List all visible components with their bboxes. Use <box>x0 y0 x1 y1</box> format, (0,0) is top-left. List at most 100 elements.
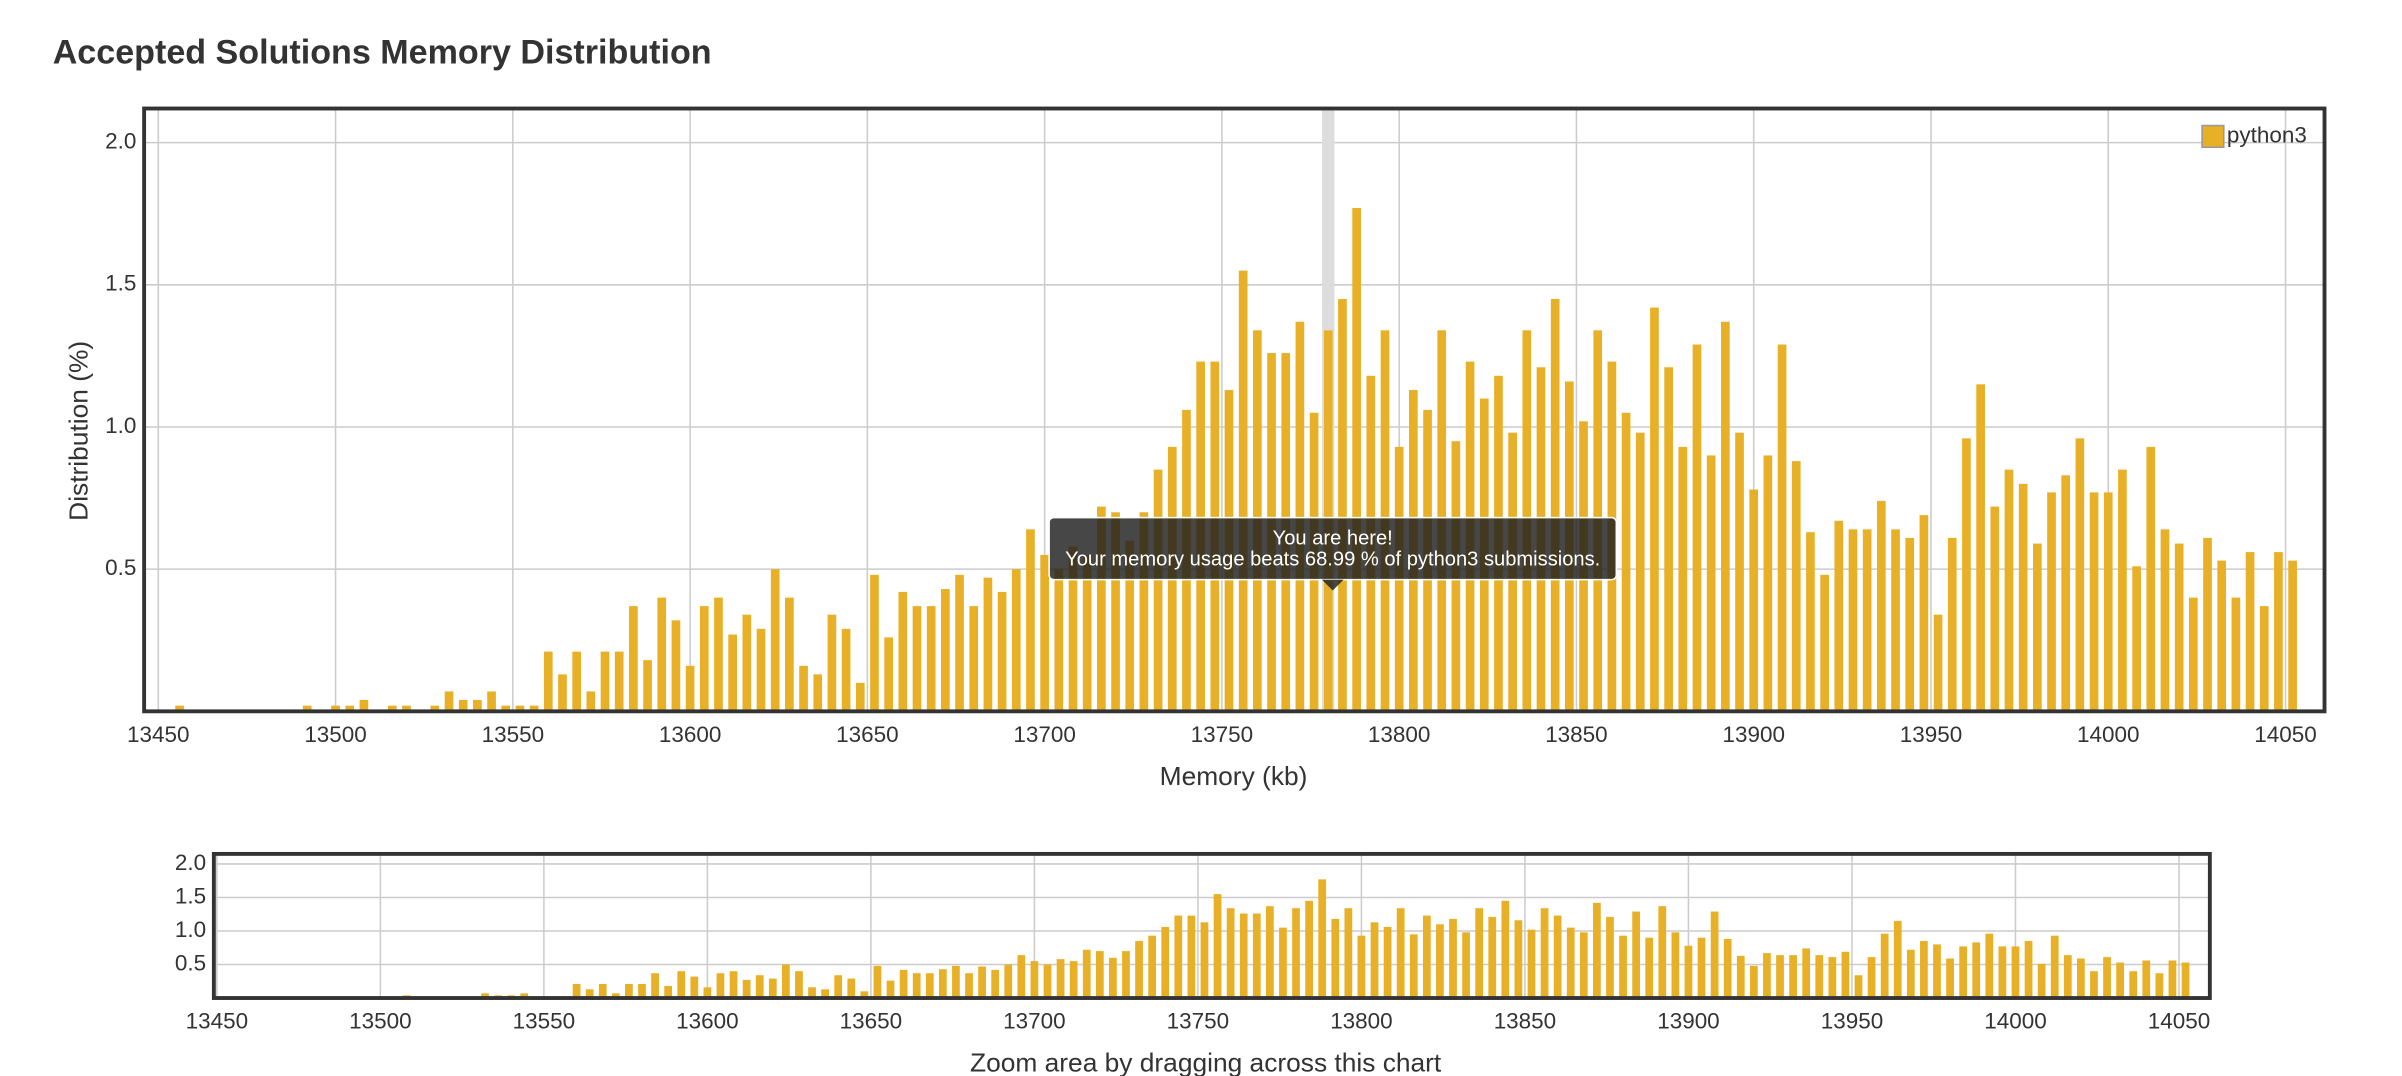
bar <box>572 651 581 712</box>
bar <box>2116 962 2124 999</box>
legend-label: python3 <box>2227 122 2307 147</box>
bar <box>1161 926 1170 999</box>
bar <box>795 971 803 999</box>
bar <box>841 628 851 712</box>
x-tick-label: 13750 <box>1191 722 1253 747</box>
bar <box>2188 597 2198 712</box>
bar <box>1553 915 1562 999</box>
bar <box>2142 960 2151 999</box>
x-tick-label: 13850 <box>1545 722 1607 747</box>
bar <box>1606 916 1614 999</box>
bar <box>1011 569 1021 712</box>
bar <box>886 980 895 999</box>
bar <box>768 978 777 999</box>
bar <box>1635 432 1645 712</box>
bar <box>1527 929 1536 999</box>
bar <box>2288 560 2297 712</box>
bar <box>1905 537 1915 712</box>
bar <box>1409 934 1418 999</box>
x-tick-label: 14000 <box>2077 722 2139 747</box>
bar <box>2011 946 2020 999</box>
bar <box>690 976 699 999</box>
bar <box>1265 906 1274 999</box>
bar <box>625 983 633 999</box>
bar <box>969 606 979 712</box>
bar <box>2090 971 2098 999</box>
bar <box>1226 908 1235 999</box>
bar <box>1352 208 1361 712</box>
bar <box>965 973 973 999</box>
x-tick-label: 13600 <box>676 1009 738 1034</box>
x-tick-label: 13700 <box>1013 722 1075 747</box>
bar <box>651 973 659 999</box>
bar <box>1357 935 1366 999</box>
bar <box>2050 935 2059 999</box>
navigator-label: Zoom area by dragging across this chart <box>970 1048 1442 1076</box>
bar <box>2259 606 2269 712</box>
bar <box>898 591 908 712</box>
x-tick-label: 13800 <box>1330 1009 1392 1034</box>
bar <box>2203 537 2212 712</box>
bar <box>1540 908 1549 999</box>
bar <box>1422 915 1431 999</box>
x-tick-label: 13900 <box>1722 722 1784 747</box>
bar <box>586 691 596 712</box>
bar <box>1292 908 1300 999</box>
bar <box>2103 957 2111 999</box>
x-tick-label: 13650 <box>840 1009 902 1034</box>
plot-frame <box>211 851 2212 1000</box>
bar <box>629 606 638 712</box>
bar <box>585 989 594 999</box>
bar <box>1867 957 1876 999</box>
x-tick-label: 13550 <box>513 1009 575 1034</box>
bar <box>1040 554 1049 712</box>
y-axis-label: Distribution (%) <box>64 341 94 521</box>
x-tick-label: 13850 <box>1494 1009 1556 1034</box>
bar <box>402 705 411 712</box>
bar <box>638 983 646 999</box>
bar <box>1331 918 1340 999</box>
bar <box>1396 908 1405 999</box>
bar <box>1213 894 1222 999</box>
bar <box>1933 944 1941 999</box>
bar <box>543 651 553 712</box>
bar <box>1488 916 1497 999</box>
bar <box>755 975 764 999</box>
y-tick-label: 0.5 <box>175 950 206 975</box>
bar <box>1109 957 1117 999</box>
bar <box>1068 546 1078 712</box>
bar <box>1763 953 1771 999</box>
bar <box>175 705 184 712</box>
bar <box>657 597 667 712</box>
y-tick-label: 0.5 <box>105 555 136 580</box>
x-tick-label: 13700 <box>1003 1009 1065 1034</box>
bar <box>664 985 673 999</box>
bar <box>1834 520 1844 712</box>
bar <box>1862 529 1872 712</box>
bar <box>827 614 837 712</box>
bar <box>1658 906 1667 999</box>
bar <box>1877 500 1886 712</box>
x-tick-label: 13600 <box>659 722 721 747</box>
y-tick-label: 1.5 <box>175 883 206 908</box>
bar <box>572 983 581 999</box>
bar <box>1723 939 1732 999</box>
bar <box>2018 483 2028 712</box>
bar <box>1295 321 1305 712</box>
bar <box>1710 911 1719 999</box>
bar <box>1841 951 1850 999</box>
bar <box>2033 543 2042 712</box>
bar <box>1383 926 1392 999</box>
bar <box>1056 959 1065 999</box>
bar <box>1828 957 1837 999</box>
chart-title: Accepted Solutions Memory Distribution <box>53 33 712 71</box>
bar <box>302 705 312 712</box>
bar <box>1947 537 1957 712</box>
bar <box>1238 270 1248 712</box>
bar <box>473 699 482 712</box>
bar <box>941 589 950 712</box>
bar <box>1148 935 1157 999</box>
bar <box>870 574 879 712</box>
bar <box>359 699 369 712</box>
bar <box>1097 506 1106 712</box>
